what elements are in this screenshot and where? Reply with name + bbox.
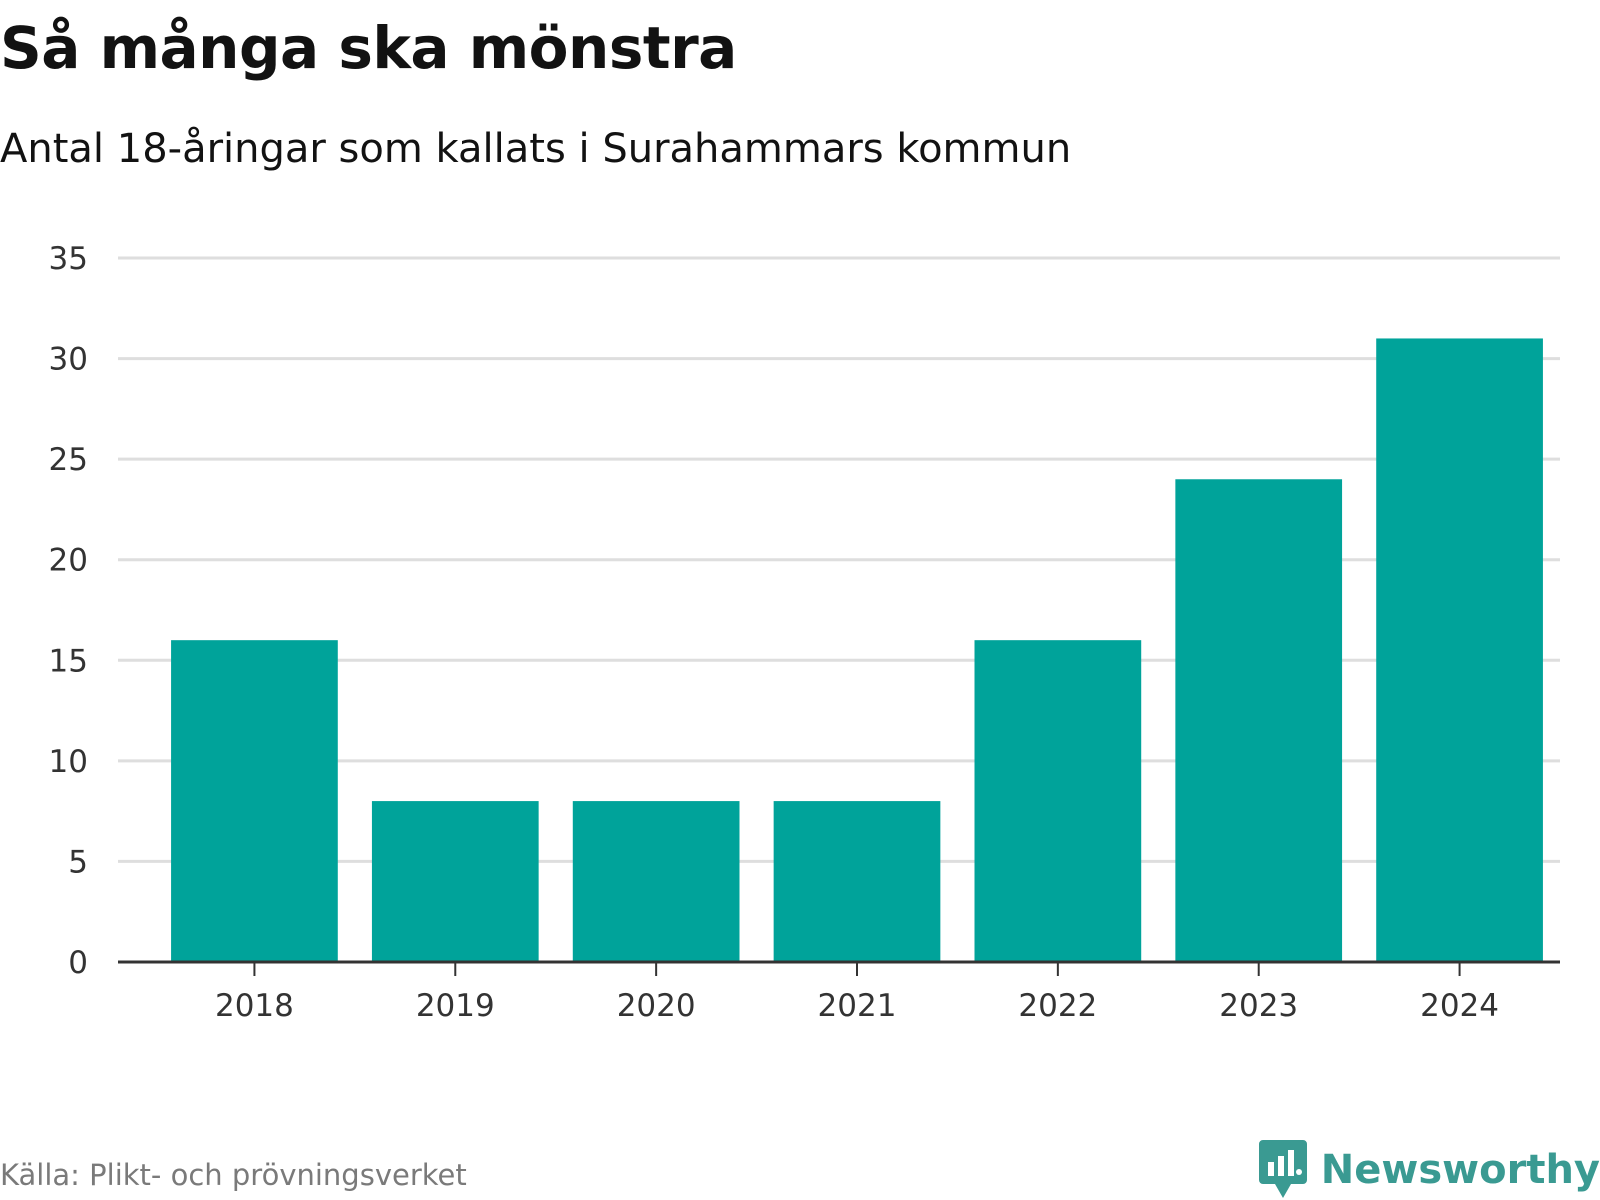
y-tick-label: 25 xyxy=(49,442,88,478)
y-tick-label: 5 xyxy=(68,844,88,880)
y-axis-tick-labels: 0 5 10 15 20 25 30 35 xyxy=(49,241,88,981)
bar-2023[interactable] xyxy=(1175,479,1343,962)
chart-title: Så många ska mönstra xyxy=(0,14,737,82)
source-note: Källa: Plikt- och prövningsverket xyxy=(0,1158,467,1192)
bars xyxy=(171,338,1543,962)
y-tick-label: 0 xyxy=(68,945,88,981)
y-tick-label: 10 xyxy=(49,744,88,780)
x-tick-label: 2023 xyxy=(1219,988,1298,1024)
bar-2022[interactable] xyxy=(974,640,1142,962)
bar-2020[interactable] xyxy=(572,801,740,962)
y-tick-label: 15 xyxy=(49,643,88,679)
bar-2021[interactable] xyxy=(773,801,941,962)
x-tick-label: 2022 xyxy=(1018,988,1097,1024)
chart-subtitle: Antal 18-åringar som kallats i Surahamma… xyxy=(0,126,1072,172)
x-tick-label: 2019 xyxy=(416,988,495,1024)
brand-name: Newsworthy xyxy=(1320,1147,1600,1193)
x-axis xyxy=(118,960,1560,976)
y-tick-label: 35 xyxy=(49,241,88,277)
x-tick-label: 2018 xyxy=(215,988,294,1024)
bar-chart-speech-bubble-icon xyxy=(1258,1140,1307,1198)
x-axis-tick-labels: 2018 2019 2020 2021 2022 2023 2024 xyxy=(215,988,1499,1024)
bar-2019[interactable] xyxy=(371,801,539,962)
x-tick-label: 2024 xyxy=(1420,988,1499,1024)
brand-logo: Newsworthy xyxy=(1258,1140,1600,1200)
x-tick-label: 2020 xyxy=(617,988,696,1024)
y-tick-label: 30 xyxy=(49,342,88,378)
bar-2018[interactable] xyxy=(171,640,338,962)
x-tick-label: 2021 xyxy=(818,988,897,1024)
bar-2024[interactable] xyxy=(1376,338,1543,962)
y-tick-label: 20 xyxy=(49,543,88,579)
